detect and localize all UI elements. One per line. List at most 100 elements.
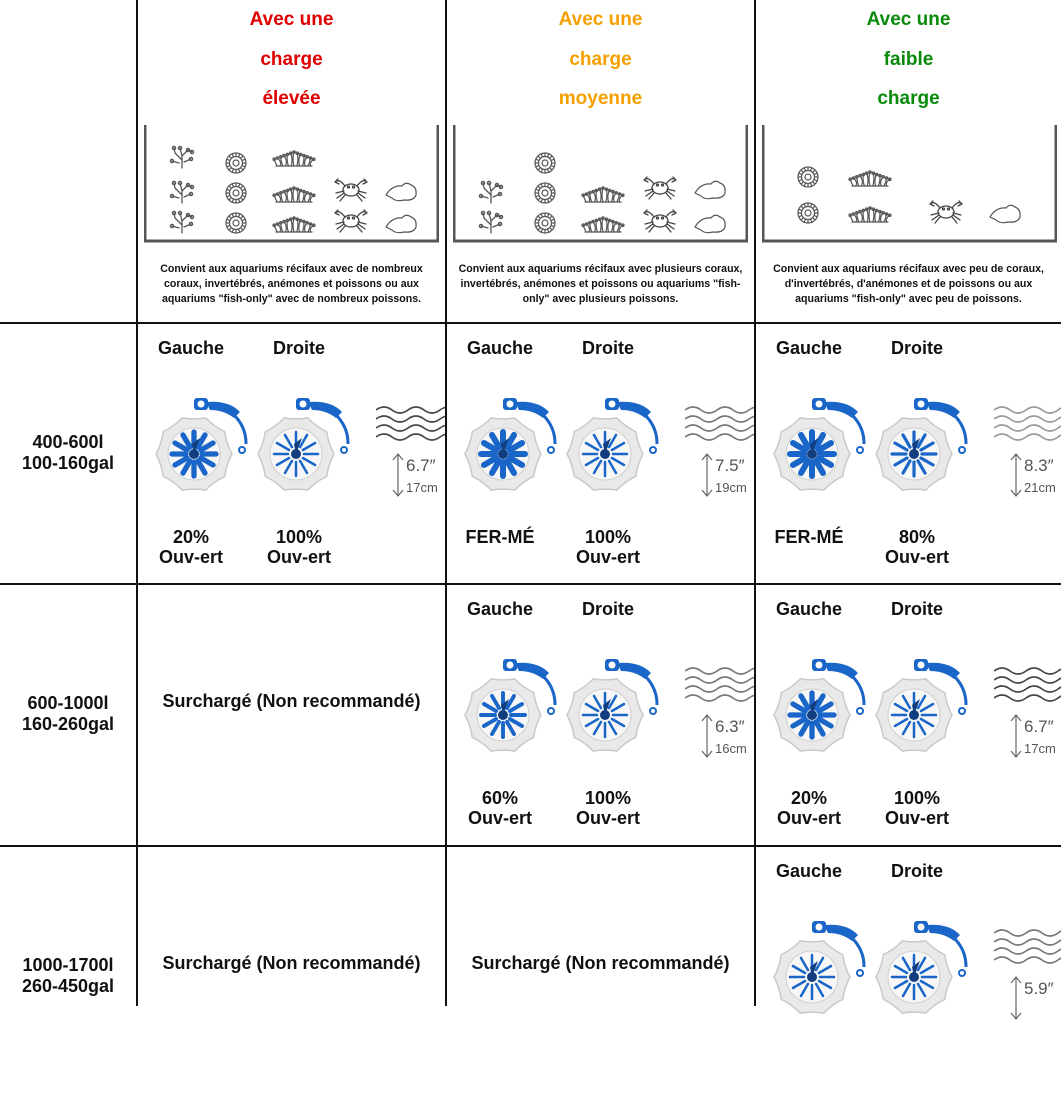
grid-vline-3 [754,0,756,1006]
depth-inches: 7.5″ [715,456,745,475]
wave-line [684,406,754,414]
anemone-icon [797,166,819,188]
fish-icon [989,204,1021,224]
aquarium-tank-illustration [762,125,1057,243]
overloaded-note: Surchargé (Non recommandé) [162,691,421,711]
opening-suffix: Ouv-ert [575,547,640,567]
opening-suffix: Ouv-ert [884,547,949,567]
load-title: Avec une charge moyenne [447,0,754,119]
soft-coral-icon [272,216,316,233]
load-title-line: charge [569,48,632,70]
opening-value: 100% [584,527,632,547]
valve-setting-cell: Gauche Droite 6.7″ 17cm 20% Ouv-ert 100% Ouv-er… [756,585,1061,844]
aquarium-tank-illustration [453,125,748,243]
load-title-line: Avec une [558,9,643,30]
fish-icon [385,214,417,234]
load-title-line: charge [260,48,323,70]
wave-line [993,415,1061,423]
load-title: Avec une faible charge [756,0,1061,119]
left-valve-label: Gauche [775,338,843,358]
wave-line [993,667,1061,675]
wave-line [375,406,445,414]
opening-value: 100% [893,788,941,808]
depth-indicator: 5.9″ [993,927,1061,1022]
right-valve-knob [565,396,675,496]
coral-icon [169,210,195,234]
opening-suffix: Ouv-ert [266,547,331,567]
size-gallons: 100-160gal [21,453,115,473]
opening-suffix: Ouv-ert [158,547,223,567]
load-title-line: moyenne [558,88,643,109]
fish-icon [694,214,726,234]
right-valve-opening: 100% Ouv-ert [558,527,658,567]
left-valve-label: Gauche [466,338,534,358]
soft-coral-icon [272,186,316,203]
wave-line [375,433,445,441]
size-liters: 600-1000l [27,693,109,713]
opening-suffix: Ouv-ert [776,808,841,828]
depth-centimeters: 17cm [1024,741,1056,756]
grid-vline-1 [136,0,138,1006]
right-valve-label: Droite [890,861,943,881]
crab-icon [643,176,677,200]
row-size-label: 1000-1700l 260-450gal [0,955,136,997]
soft-coral-icon [581,186,625,203]
wave-line [993,433,1061,441]
coral-icon [478,210,504,234]
depth-inches: 6.7″ [1024,717,1054,736]
wave-line [684,415,754,423]
wave-line [993,929,1061,937]
tank-outline [762,125,1057,243]
grid-hline-1 [0,322,1061,324]
depth-inches: 6.3″ [715,717,745,736]
fish-icon [385,182,417,202]
depth-centimeters: 17cm [406,480,438,495]
right-valve-knob [874,657,984,757]
grid-vline-2 [445,0,447,1006]
load-title-line: élevée [262,88,321,109]
left-valve-knob [772,919,882,1019]
load-header-low: Avec une faible charge Convient aux aqua… [756,0,1061,322]
left-valve-opening: 20% Ouv-ert [141,527,241,567]
anemone-icon [534,212,556,234]
wave-line [993,676,1061,684]
depth-indicator: 6.3″ 16cm [684,665,754,760]
anemone-icon [534,152,556,174]
size-gallons: 160-260gal [21,714,115,734]
left-valve-opening: FER-MÉ [759,527,859,547]
right-valve-knob [256,396,366,496]
wave-line [684,667,754,675]
wave-line [993,424,1061,432]
opening-value: 80% [898,527,936,547]
left-valve-label: Gauche [157,338,225,358]
depth-inches: 5.9″ [1024,979,1054,998]
depth-indicator: 6.7″ 17cm [993,665,1061,760]
opening-value: 60% [481,788,519,808]
wave-line [993,956,1061,964]
wave-line [375,415,445,423]
wave-line [993,406,1061,414]
left-valve-knob [772,657,882,757]
right-valve-label: Droite [581,338,634,358]
soft-coral-icon [272,150,316,167]
wave-line [375,424,445,432]
anemone-icon [797,202,819,224]
left-valve-knob [154,396,264,496]
anemone-icon [225,212,247,234]
left-valve-opening: FER-MÉ [450,527,550,547]
opening-value: 100% [584,788,632,808]
depth-inches: 6.7″ [406,456,436,475]
wave-line [993,938,1061,946]
wave-line [993,947,1061,955]
crab-icon [643,209,677,233]
depth-inches: 8.3″ [1024,456,1054,475]
load-title: Avec une charge élevée [138,0,445,119]
load-description: Convient aux aquariums récifaux avec plu… [458,263,743,305]
wave-line [993,694,1061,702]
right-valve-opening: 100% Ouv-ert [867,788,967,828]
left-valve-label: Gauche [775,599,843,619]
right-valve-label: Droite [890,338,943,358]
valve-setting-cell: Gauche Droite 8.3″ 21cm FER-MÉ 80% Ouv-ert [756,324,1061,583]
load-description: Convient aux aquariums récifaux avec de … [160,263,423,305]
depth-indicator: 6.7″ 17cm [375,404,445,499]
